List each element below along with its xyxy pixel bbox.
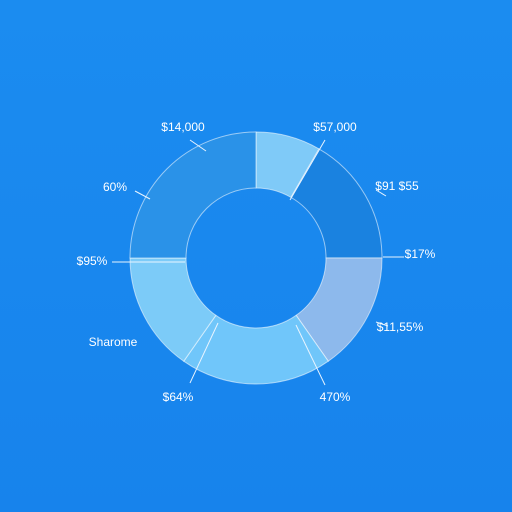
donut-slice bbox=[129, 131, 257, 259]
donut bbox=[129, 131, 383, 385]
leader-line bbox=[289, 139, 326, 201]
leader-line bbox=[295, 324, 326, 386]
annotation: $95% bbox=[77, 254, 108, 268]
annotation: $64% bbox=[163, 390, 194, 404]
leader-line bbox=[375, 189, 387, 197]
leader-line bbox=[134, 190, 151, 200]
leader-line bbox=[189, 322, 219, 384]
annotation: 60% bbox=[103, 180, 127, 194]
annotations: $14,000 $57,000 60% $91 $55 $95% $17% Sharome $… bbox=[77, 120, 436, 404]
leader-line bbox=[375, 321, 389, 327]
annotation: $57,000 bbox=[313, 120, 357, 134]
annotation: $91 $55 bbox=[375, 179, 419, 193]
annotation: Sharome bbox=[89, 335, 138, 349]
annotation: $11,55% bbox=[377, 320, 424, 334]
annotation: $17% bbox=[405, 247, 436, 261]
annotation: 470% bbox=[320, 390, 351, 404]
leader-line bbox=[189, 139, 207, 152]
annotation: $14,000 bbox=[161, 120, 205, 134]
